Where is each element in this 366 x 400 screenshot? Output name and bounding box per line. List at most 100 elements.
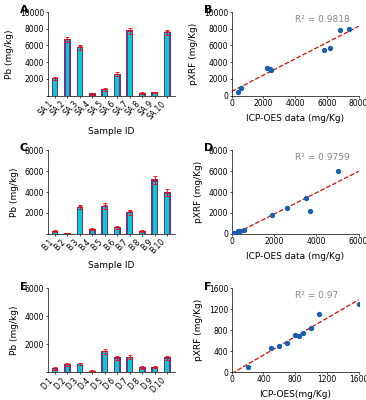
Point bbox=[268, 66, 274, 73]
Text: F: F bbox=[204, 282, 211, 292]
Point bbox=[269, 212, 275, 218]
Text: D: D bbox=[204, 144, 213, 154]
Point bbox=[346, 26, 352, 32]
Bar bbox=[165, 194, 169, 234]
Y-axis label: Pb (mg/kg): Pb (mg/kg) bbox=[5, 29, 14, 79]
Text: R² = 0.9759: R² = 0.9759 bbox=[295, 153, 350, 162]
Bar bbox=[164, 32, 171, 96]
Point bbox=[308, 324, 314, 331]
Text: E: E bbox=[20, 282, 27, 292]
Bar bbox=[165, 33, 169, 96]
Text: R² = 0.9818: R² = 0.9818 bbox=[295, 15, 350, 24]
Point bbox=[300, 330, 306, 336]
Bar bbox=[53, 232, 57, 234]
Bar bbox=[115, 359, 119, 372]
Point bbox=[238, 85, 244, 91]
Bar bbox=[76, 47, 83, 96]
X-axis label: ICP-OES data (mg/Kg): ICP-OES data (mg/Kg) bbox=[246, 252, 344, 261]
Bar bbox=[52, 368, 59, 372]
Point bbox=[292, 332, 298, 338]
X-axis label: Sample ID: Sample ID bbox=[88, 261, 134, 270]
Bar bbox=[139, 93, 146, 96]
X-axis label: ICP-OES(mg/Kg): ICP-OES(mg/Kg) bbox=[259, 390, 331, 399]
Point bbox=[276, 343, 282, 349]
Bar bbox=[153, 368, 157, 372]
Bar bbox=[140, 94, 144, 96]
Bar bbox=[78, 364, 82, 372]
Y-axis label: Pb (mg/kg): Pb (mg/kg) bbox=[10, 167, 19, 217]
Point bbox=[321, 46, 327, 53]
Bar bbox=[76, 364, 83, 372]
Point bbox=[284, 204, 290, 211]
Text: R² = 0.97: R² = 0.97 bbox=[295, 291, 339, 300]
Y-axis label: pXRF (mg/Kg): pXRF (mg/Kg) bbox=[194, 299, 203, 361]
Point bbox=[242, 226, 247, 233]
Point bbox=[337, 27, 343, 34]
Bar bbox=[90, 230, 94, 234]
Bar bbox=[89, 229, 96, 234]
Bar bbox=[78, 48, 82, 96]
Bar bbox=[115, 75, 119, 96]
Point bbox=[356, 301, 362, 307]
Bar bbox=[164, 192, 171, 234]
Bar bbox=[89, 371, 96, 372]
Y-axis label: Pb (mg/kg): Pb (mg/kg) bbox=[10, 305, 19, 355]
Bar bbox=[114, 227, 121, 234]
Bar bbox=[89, 93, 96, 96]
Point bbox=[244, 364, 250, 370]
Text: B: B bbox=[204, 5, 212, 15]
Bar bbox=[151, 367, 158, 372]
Point bbox=[327, 45, 333, 51]
Bar bbox=[76, 207, 83, 234]
Point bbox=[231, 230, 236, 236]
Point bbox=[268, 345, 274, 352]
Point bbox=[235, 88, 241, 95]
Bar bbox=[165, 359, 169, 372]
Bar bbox=[52, 231, 59, 234]
Point bbox=[235, 228, 241, 234]
Bar bbox=[114, 357, 121, 372]
Bar bbox=[139, 231, 146, 234]
Point bbox=[237, 228, 243, 234]
Bar bbox=[64, 364, 71, 372]
Bar bbox=[140, 368, 144, 372]
Bar bbox=[139, 367, 146, 372]
X-axis label: Sample ID: Sample ID bbox=[88, 127, 134, 136]
Bar bbox=[53, 369, 57, 372]
Bar bbox=[114, 74, 121, 96]
Bar bbox=[101, 89, 108, 96]
Y-axis label: pXRF (mg/Kg): pXRF (mg/Kg) bbox=[190, 23, 198, 85]
Bar bbox=[52, 78, 59, 96]
Bar bbox=[78, 208, 82, 234]
Bar bbox=[64, 39, 71, 96]
Bar bbox=[90, 94, 94, 96]
Point bbox=[307, 208, 313, 214]
Bar bbox=[66, 40, 70, 96]
Point bbox=[264, 65, 269, 71]
Bar bbox=[151, 92, 158, 96]
Bar bbox=[64, 233, 71, 234]
Point bbox=[296, 333, 302, 340]
Bar bbox=[126, 357, 133, 372]
Bar bbox=[103, 207, 107, 234]
Bar bbox=[128, 358, 132, 372]
Bar bbox=[90, 371, 94, 372]
Bar bbox=[126, 212, 133, 234]
Point bbox=[267, 66, 273, 72]
Bar bbox=[153, 182, 157, 234]
Bar bbox=[101, 206, 108, 234]
Bar bbox=[101, 351, 108, 372]
Bar bbox=[66, 233, 70, 234]
Bar bbox=[140, 232, 144, 234]
Bar bbox=[126, 30, 133, 96]
Bar bbox=[151, 180, 158, 234]
Bar bbox=[103, 90, 107, 96]
Point bbox=[335, 168, 340, 174]
Bar bbox=[103, 352, 107, 372]
Bar bbox=[53, 79, 57, 96]
Bar bbox=[115, 228, 119, 234]
Bar bbox=[164, 357, 171, 372]
Bar bbox=[128, 213, 132, 234]
Bar bbox=[153, 93, 157, 96]
Point bbox=[284, 340, 290, 346]
